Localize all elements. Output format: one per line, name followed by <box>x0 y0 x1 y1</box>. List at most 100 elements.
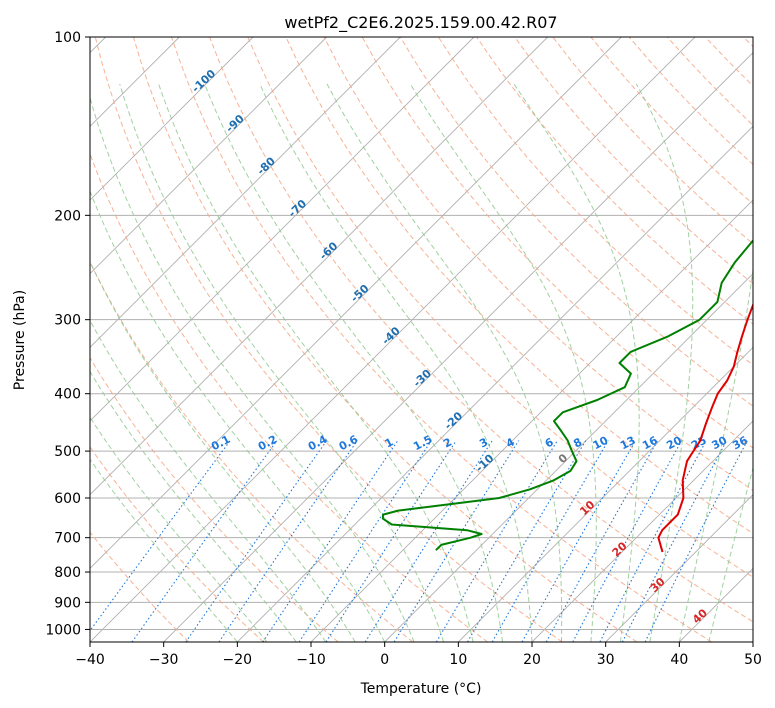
y-tick-label: 400 <box>54 387 81 403</box>
mixing-ratio-label: 10 <box>591 433 611 452</box>
dry-adiabat-line <box>514 37 753 285</box>
dry-adiabat-line <box>132 37 638 642</box>
isotherm-line <box>90 37 622 569</box>
dry-adiabat-line <box>90 260 414 642</box>
x-tick-label: 30 <box>597 652 615 668</box>
mixing-ratio-line <box>644 440 748 642</box>
mixing-ratio-line <box>298 440 432 642</box>
moist-adiabat-line <box>90 260 356 642</box>
mixing-ratio-label: 20 <box>664 433 684 452</box>
isotherm-line <box>531 420 753 642</box>
dry-adiabat-line <box>743 37 753 48</box>
dry-adiabat-line <box>666 37 753 126</box>
isotherm-label: -80 <box>255 154 279 177</box>
chart-title: wetPf2_C2E6.2025.159.00.42.R07 <box>284 13 557 33</box>
mixing-ratio-line <box>185 440 328 642</box>
moist-adiabat-line <box>158 83 474 642</box>
isotherm-label: -40 <box>379 324 403 347</box>
isotherm-line <box>163 52 753 642</box>
moist-adiabat-line <box>635 83 694 642</box>
mixing-ratio-line <box>262 440 399 642</box>
mixing-ratio-line <box>364 440 493 642</box>
mixing-ratio-line <box>521 440 637 642</box>
y-tick-label: 700 <box>54 531 81 547</box>
y-tick-label: 900 <box>54 595 81 611</box>
dry-adiabat-line <box>90 531 190 642</box>
dry-adiabat-line <box>247 37 753 578</box>
mixing-ratio-label: 30 <box>710 434 730 453</box>
dry-adiabat-line <box>90 356 339 642</box>
dry-adiabat-line <box>209 37 753 623</box>
y-axis-label: Pressure (hPa) <box>12 290 28 390</box>
x-axis-label: Temperature (°C) <box>360 681 482 697</box>
isotherm-line <box>90 37 475 422</box>
dry-adiabat-line <box>399 37 753 407</box>
mixing-ratio-label: 3 <box>477 435 490 450</box>
moist-adiabat-line <box>204 83 503 642</box>
isotherm-label: -30 <box>411 367 435 390</box>
isotherm-line <box>679 567 753 642</box>
x-tick-label: 20 <box>523 652 541 668</box>
isotherm-label: -20 <box>442 409 466 432</box>
isotherm-line <box>752 641 753 642</box>
mixing-ratio-line <box>572 440 683 642</box>
mixing-ratio-label: 0.4 <box>306 433 330 454</box>
moist-adiabat-line <box>90 458 238 642</box>
x-tick-label: −20 <box>223 652 253 668</box>
mixing-ratio-label: 0.6 <box>337 433 361 454</box>
isotherm-label: -50 <box>348 282 372 305</box>
moist-adiabat-line <box>259 83 533 642</box>
y-tick-label: 300 <box>54 313 81 329</box>
y-tick-label: 600 <box>54 491 81 507</box>
x-tick-label: −30 <box>149 652 179 668</box>
dry-adiabat-line <box>361 37 753 449</box>
moist-adiabat-line <box>90 370 297 642</box>
isotherm-label: -90 <box>223 112 247 135</box>
x-tick-label: 0 <box>380 652 389 668</box>
dewpoint-profile-line <box>381 239 753 551</box>
x-tick-label: 50 <box>744 652 762 668</box>
mixing-ratio-label: 0.1 <box>209 433 232 454</box>
isotherm-label: -100 <box>189 67 218 96</box>
isotherm-label: 10 <box>577 498 597 518</box>
x-tick-label: −40 <box>75 652 105 668</box>
moist-adiabat-line <box>513 83 640 642</box>
moist-adiabat-line <box>90 96 415 642</box>
y-tick-label: 500 <box>54 444 81 460</box>
mixing-ratio-labels: 0.1 0.2 0.4 0.6 1 1.5 2 3 4 6 8 10 13 16 20 25 30 36 <box>209 433 750 454</box>
y-tick-label: 200 <box>54 208 81 224</box>
moist-adiabat-line <box>409 83 597 642</box>
mixing-ratio-label: 16 <box>640 434 660 453</box>
x-tick-label: −10 <box>296 652 326 668</box>
profile-lines <box>381 239 753 553</box>
x-tick-label: 40 <box>670 652 688 668</box>
mixing-ratio-line <box>435 440 558 642</box>
mixing-ratio-label: 36 <box>730 434 750 453</box>
mixing-ratio-line <box>325 440 457 642</box>
temperature-profile-line <box>657 302 753 553</box>
mixing-ratio-label: 1.5 <box>411 433 434 454</box>
y-tick-label: 100 <box>54 30 81 46</box>
dry-adiabat-line <box>285 37 753 535</box>
isotherm-line <box>237 125 753 642</box>
dry-adiabat-line <box>437 37 753 366</box>
moist-adiabat-line <box>90 416 268 642</box>
x-tick-label: 10 <box>449 652 467 668</box>
isotherm-label: -70 <box>286 197 310 220</box>
x-axis-ticks: −40 −30 −20 −10 0 10 20 30 40 50 <box>75 642 762 668</box>
isotherm-label: 40 <box>690 606 710 626</box>
skewt-background-lines <box>90 37 753 642</box>
mixing-ratio-line <box>90 440 231 632</box>
dry-adiabat-line <box>94 37 563 642</box>
mixing-ratio-line <box>467 440 587 642</box>
mixing-ratio-line <box>545 440 659 642</box>
dry-adiabat-line <box>90 152 488 642</box>
isotherm-line <box>90 37 696 642</box>
mixing-ratio-label: 0.2 <box>256 433 279 454</box>
dry-adiabat-line <box>90 446 264 642</box>
isotherm-label: 20 <box>610 539 630 559</box>
dry-adiabat-line <box>323 37 753 491</box>
plot-frame <box>89 36 754 643</box>
moist-adiabat-line <box>119 83 445 642</box>
